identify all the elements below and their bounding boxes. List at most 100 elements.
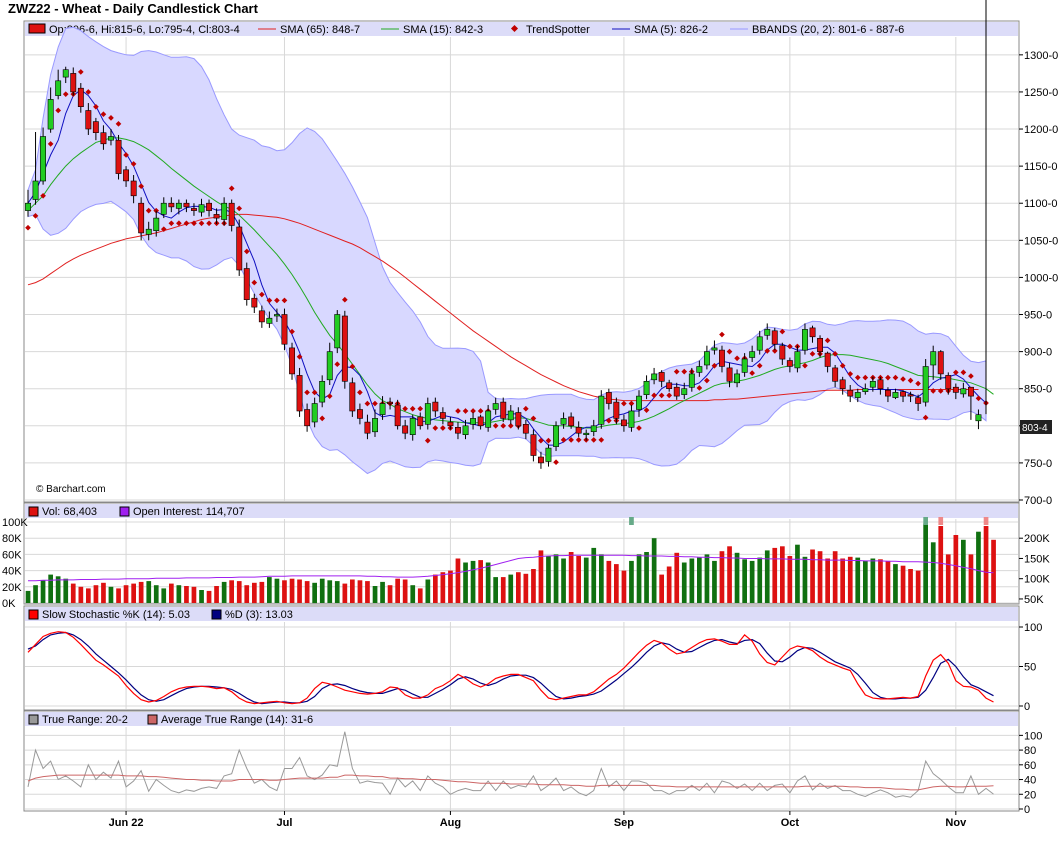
candle-body [372, 418, 378, 433]
candle-body [417, 416, 424, 427]
candle-body [900, 391, 907, 397]
trendspotter-dot [771, 348, 778, 354]
candle [243, 262, 250, 306]
candle [296, 367, 303, 417]
volume-bar [236, 581, 242, 603]
candle [847, 385, 854, 403]
candle-body [213, 214, 220, 219]
candle-body [817, 337, 824, 352]
volume-bar [780, 546, 785, 603]
volume-bar [599, 554, 604, 603]
stoch-k-legend: Slow Stochastic %K (14): 5.03 [42, 609, 190, 621]
volume-bar [983, 526, 989, 603]
volume-bar [402, 579, 408, 603]
volume-bar [199, 590, 204, 603]
candle [40, 127, 47, 185]
trendspotter-dot [553, 459, 559, 466]
candle-body [688, 373, 695, 388]
candle-body [726, 367, 733, 382]
candle [741, 353, 748, 377]
volume-bar [651, 538, 657, 603]
truerange-panel-frame [23, 710, 1020, 812]
volume-right-tick: 100K [1024, 574, 1050, 586]
volume-bar [953, 535, 959, 603]
candle-body [583, 432, 590, 436]
volume-bar [568, 552, 574, 603]
stochastic-tick-label: 50 [1024, 662, 1036, 674]
volume-bar [387, 585, 393, 603]
candle-body [703, 351, 710, 366]
candle [711, 340, 718, 355]
candle [228, 199, 235, 232]
volume-bar [945, 554, 951, 603]
candle-body [251, 297, 258, 308]
volume-bar [425, 579, 431, 603]
candle [341, 310, 348, 389]
candle-body [568, 416, 575, 427]
truerange-tick-label: 20 [1024, 789, 1036, 801]
candle [756, 330, 763, 355]
candle [945, 372, 952, 395]
volume-bar [176, 585, 182, 603]
volume-bar [523, 573, 529, 603]
trendspotter-dot [636, 425, 642, 431]
candle [281, 308, 288, 351]
candle-body [628, 410, 635, 428]
candle [779, 342, 786, 365]
volume-bar [40, 580, 46, 603]
candle [749, 345, 756, 362]
volume-right-tick: 150K [1024, 553, 1050, 565]
volume-bar [334, 581, 340, 603]
trendspotter-dot [538, 437, 544, 444]
candle [70, 67, 77, 96]
volume-bar [395, 578, 400, 603]
volume-bar [493, 577, 498, 603]
volume-bar [749, 560, 755, 603]
candle-body [175, 202, 182, 209]
candle [583, 429, 590, 441]
candle-body [138, 202, 145, 234]
trendspotter-dot [409, 405, 416, 412]
candle-body [145, 228, 152, 235]
candle [311, 397, 318, 428]
candle [462, 419, 469, 440]
candle [485, 405, 492, 432]
candle-body [522, 423, 529, 434]
candle [771, 327, 778, 351]
candle [930, 345, 937, 380]
volume-bar [440, 572, 446, 603]
candle [251, 293, 258, 314]
volume-bar [878, 559, 883, 603]
trendspotter-dot [432, 425, 439, 431]
volume-bar [191, 586, 197, 603]
x-tick-label: Sep [614, 817, 634, 829]
candle-body [62, 69, 69, 78]
volume-bar [221, 581, 227, 603]
trendspotter-dot [100, 111, 107, 118]
candle-body [341, 315, 348, 382]
candle-body [507, 410, 514, 421]
volume-bar [923, 523, 928, 603]
candle-body [236, 226, 243, 271]
trendspotter-legend-swatch [510, 24, 519, 33]
volume-bar [704, 554, 710, 603]
atr-legend-swatch [147, 714, 158, 725]
candle-body [356, 409, 363, 419]
truerange-tick-label: 60 [1024, 760, 1036, 772]
candle-body [560, 418, 567, 425]
candle [236, 219, 243, 276]
volume-bar [742, 559, 747, 603]
trendspotter-dot [342, 296, 348, 303]
stochastic-legend-bar [25, 607, 1018, 621]
candle [824, 351, 831, 373]
trendspotter-dot [77, 69, 84, 75]
bbands-legend: BBANDS (20, 2): 801-6 - 887-6 [752, 24, 904, 36]
trendspotter-dot [907, 377, 914, 384]
candle-body [160, 202, 167, 215]
candle-body [221, 202, 228, 220]
candle [402, 419, 409, 440]
candle-body [824, 352, 831, 367]
candle [651, 367, 658, 385]
candle-body [771, 330, 778, 345]
volume-bar [433, 574, 438, 603]
